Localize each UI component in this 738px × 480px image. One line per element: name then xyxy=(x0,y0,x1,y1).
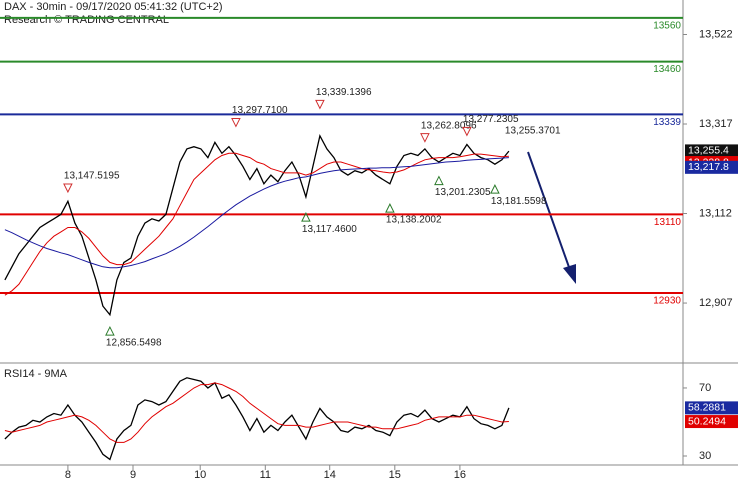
series-line xyxy=(4,157,509,269)
rsi-title: RSI14 - 9MA xyxy=(4,368,68,380)
y-tick-label: 12,907 xyxy=(699,297,733,309)
low-marker xyxy=(490,184,500,194)
low-label: 12,856.5498 xyxy=(106,338,162,349)
arrow-head xyxy=(563,264,576,284)
x-tick-label: 8 xyxy=(65,469,71,480)
x-tick-label: 11 xyxy=(260,469,271,480)
price-tag xyxy=(685,401,738,415)
x-tick-label: 10 xyxy=(194,469,206,480)
price-tag-label: 13,255.4 xyxy=(688,145,729,157)
high-marker xyxy=(231,117,241,128)
low-label: 13,138.2002 xyxy=(386,215,442,226)
chart-subtitle: Research © TRADING CENTRAL xyxy=(4,14,169,26)
y-tick-label: 30 xyxy=(699,450,711,462)
price-tag-label: 58.2881 xyxy=(688,402,726,414)
arrow-shaft xyxy=(527,151,571,271)
last-label: 13,255.3701 xyxy=(505,126,561,137)
price-tag xyxy=(685,160,738,174)
x-tick-label: 16 xyxy=(454,469,466,480)
series-line xyxy=(4,152,509,296)
low-label: 13,201.2305 xyxy=(435,187,491,198)
low-marker xyxy=(301,212,311,222)
price-tag-label: 13,217.8 xyxy=(688,161,729,173)
x-tick-label: 15 xyxy=(389,469,401,480)
forecast-arrow xyxy=(527,151,576,284)
y-tick-label: 13,112 xyxy=(699,207,732,219)
high-label: 13,277.2305 xyxy=(463,114,519,125)
high-marker xyxy=(63,183,73,194)
series-line xyxy=(4,377,510,461)
level-label: 13339 xyxy=(653,117,681,128)
price-tag xyxy=(685,144,738,158)
high-marker xyxy=(462,126,472,137)
series-line xyxy=(4,382,509,443)
x-tick-label: 9 xyxy=(130,469,136,480)
high-marker xyxy=(420,133,430,143)
price-tag xyxy=(685,415,738,429)
level-label: 13110 xyxy=(654,217,682,228)
level-label: 12930 xyxy=(653,296,681,307)
y-tick-label: 13,522 xyxy=(699,28,733,40)
low-label: 13,117.4600 xyxy=(302,224,357,235)
series-line xyxy=(4,133,510,317)
low-marker xyxy=(105,325,115,336)
low-marker xyxy=(385,202,395,213)
y-tick-label: 70 xyxy=(699,382,711,394)
high-label: 13,147.5195 xyxy=(64,171,120,182)
high-marker xyxy=(315,99,325,110)
price-tag-label: 50.2494 xyxy=(688,415,726,427)
level-label: 13560 xyxy=(653,21,681,32)
chart-title: DAX - 30min - 09/17/2020 05:41:32 (UTC+2… xyxy=(4,1,223,13)
low-marker xyxy=(434,175,444,186)
x-tick-label: 14 xyxy=(324,469,336,480)
high-label: 13,339.1396 xyxy=(316,87,372,98)
low-label: 13,181.5598 xyxy=(491,196,547,207)
level-label: 13460 xyxy=(653,64,681,75)
high-label: 13,297.7100 xyxy=(232,105,288,116)
y-tick-label: 13,317 xyxy=(699,118,733,130)
high-label: 13,262.8096 xyxy=(421,120,477,131)
